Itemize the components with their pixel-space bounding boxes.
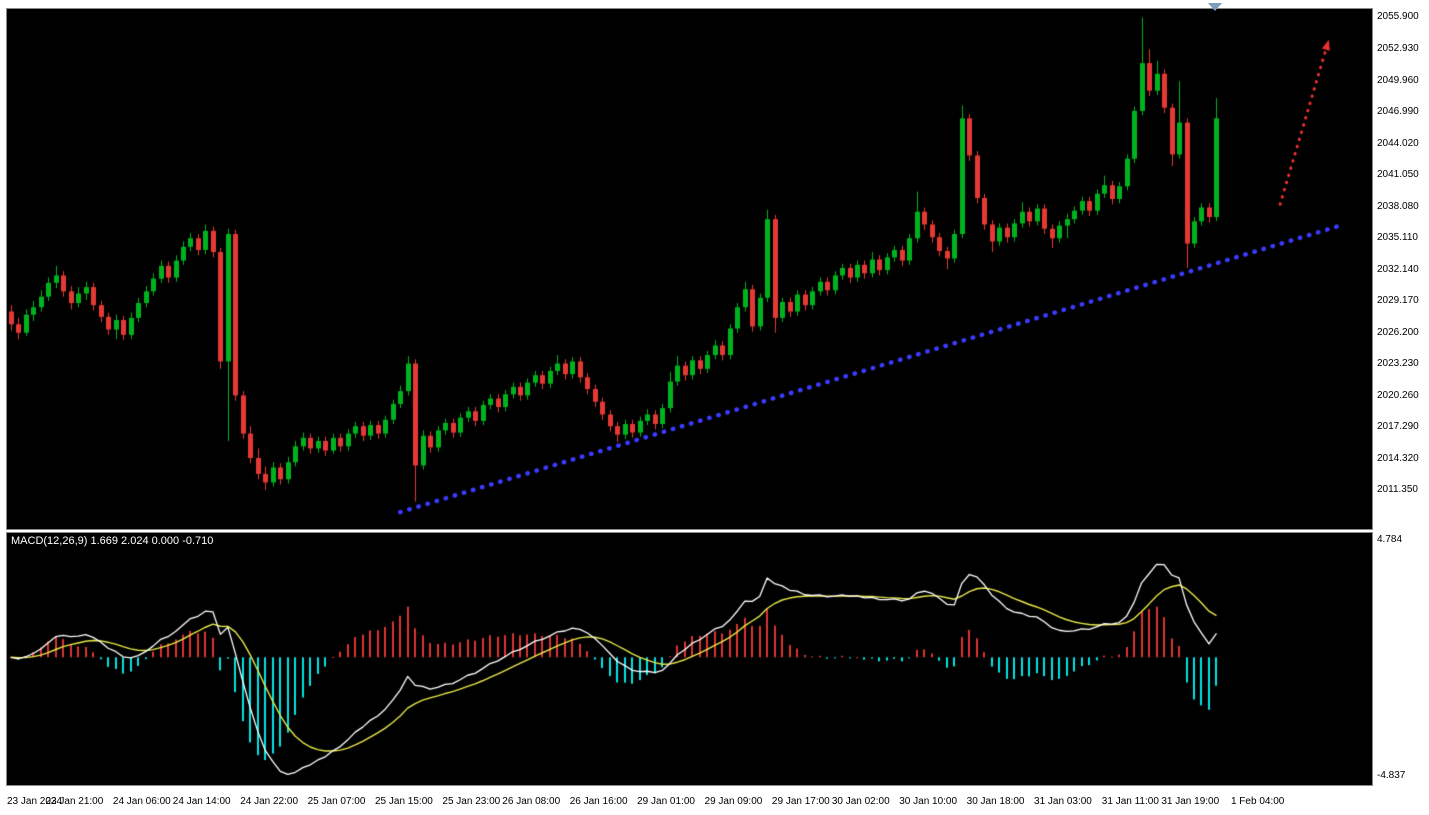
time-tick-label: 25 Jan 23:00 [442, 796, 501, 807]
macd-scale-label: 4.784 [1377, 534, 1403, 545]
time-axis[interactable]: 23 Jan 2024 23 Jan 21:00 24 Jan 06:00 24 Ja… [0, 792, 1429, 815]
time-tick-label: 31 Jan 11:00 [1101, 796, 1159, 807]
time-tick-label: 29 Jan 09:00 [704, 796, 763, 807]
price-tick-label: 2044.020 [1377, 137, 1419, 149]
price-tick-label: 2052.930 [1377, 43, 1419, 55]
time-tick-label: 30 Jan 02:00 [831, 796, 890, 807]
price-tick-label: 2038.080 [1377, 200, 1419, 212]
time-tick-label: 24 Jan 14:00 [172, 796, 231, 807]
time-tick-label: 30 Jan 10:00 [899, 796, 958, 807]
time-tick-label: 26 Jan 16:00 [569, 796, 628, 807]
price-tick-label: 2026.200 [1377, 326, 1419, 338]
macd-indicator-label: MACD(12,26,9) 1.669 2.024 0.000 -0.710 [11, 535, 214, 547]
price-tick-label: 2055.900 [1377, 11, 1419, 23]
price-tick-label: 2046.990 [1377, 106, 1419, 118]
price-tick-label: 2035.110 [1377, 232, 1418, 244]
price-tick-label: 2017.290 [1377, 421, 1419, 433]
time-tick-label: 1 Feb 04:00 [1230, 796, 1285, 807]
macd-panel[interactable]: MACD(12,26,9) 1.669 2.024 0.000 -0.710 [6, 532, 1373, 786]
price-tick-label: 2041.050 [1377, 169, 1419, 181]
time-tick-label: 25 Jan 07:00 [307, 796, 366, 807]
time-tick-label: 29 Jan 01:00 [637, 796, 695, 807]
time-tick-label: 24 Jan 06:00 [112, 796, 171, 807]
time-tick-label: 24 Jan 22:00 [240, 796, 299, 807]
main-chart-panel[interactable] [6, 8, 1373, 530]
time-tick-label: 31 Jan 19:00 [1161, 796, 1220, 807]
time-tick-label: 23 Jan 2024 [7, 796, 63, 807]
price-tick-label: 2014.320 [1377, 452, 1419, 464]
time-tick-label: 25 Jan 15:00 [374, 796, 433, 807]
price-tick-label: 2011.350 [1377, 484, 1418, 496]
price-tick-label: 2049.960 [1377, 74, 1419, 86]
macd-canvas[interactable] [7, 533, 1370, 783]
time-tick-label: 23 Jan 21:00 [45, 796, 104, 807]
time-tick-label: 26 Jan 08:00 [502, 796, 561, 807]
time-tick-label: 30 Jan 18:00 [966, 796, 1025, 807]
time-tick-label: 29 Jan 17:00 [771, 796, 830, 807]
macd-scale-label: -4.837 [1377, 770, 1406, 781]
price-tick-label: 2032.140 [1377, 263, 1419, 275]
price-tick-label: 2020.260 [1377, 389, 1419, 401]
price-tick-label: 2023.230 [1377, 358, 1419, 370]
main-chart-canvas[interactable] [7, 9, 1370, 527]
price-axis[interactable]: 2055.900 2052.930 2049.960 2046.990 2044.020… [1373, 0, 1429, 815]
price-tick-label: 2029.170 [1377, 295, 1419, 307]
chart-shift-marker[interactable] [1208, 3, 1222, 11]
time-tick-label: 31 Jan 03:00 [1034, 796, 1092, 807]
